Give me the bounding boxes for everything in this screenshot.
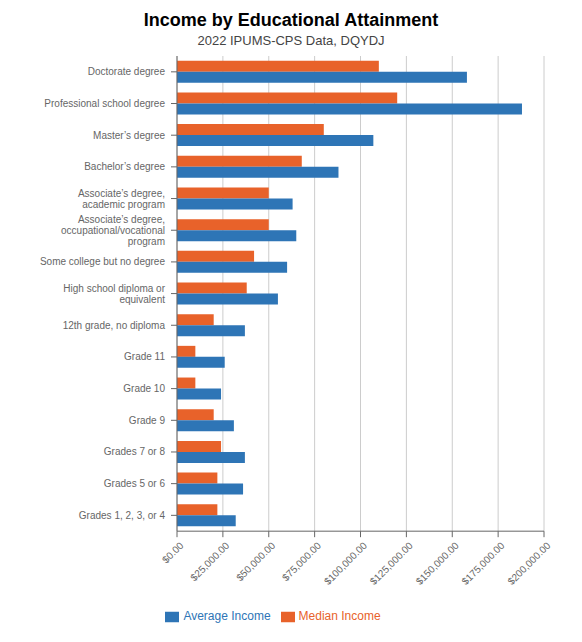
svg-text:Grades 7 or 8: Grades 7 or 8: [104, 446, 166, 457]
svg-text:$25,000.00: $25,000.00: [188, 540, 231, 583]
svg-text:Grades 5 or 6: Grades 5 or 6: [104, 478, 166, 489]
svg-text:Associate’s degree,academic pr: Associate’s degree,academic program: [78, 188, 165, 210]
svg-text:Grade 9: Grade 9: [129, 415, 166, 426]
svg-text:Master’s degree: Master’s degree: [93, 130, 165, 141]
svg-text:$150,000.00: $150,000.00: [414, 540, 461, 587]
svg-text:Associate’s degree,occupationa: Associate’s degree,occupational/vocation…: [61, 214, 165, 247]
svg-text:Bachelor’s degree: Bachelor’s degree: [84, 161, 165, 172]
svg-text:Grade 10: Grade 10: [123, 383, 165, 394]
svg-text:Doctorate degree: Doctorate degree: [88, 66, 166, 77]
svg-text:$75,000.00: $75,000.00: [280, 540, 323, 583]
svg-text:Professional school degree: Professional school degree: [44, 98, 165, 109]
svg-text:$200,000.00: $200,000.00: [505, 540, 552, 587]
html-text:Average Income: Average Income: [183, 609, 271, 624]
svg-text:$100,000.00: $100,000.00: [322, 540, 369, 587]
svg-text:High school diploma orequivale: High school diploma orequivalent: [63, 283, 165, 305]
svg-text:Grade 11: Grade 11: [124, 351, 165, 362]
html-text:Income by Educational Attainme: Income by Educational Attainment: [143, 10, 439, 30]
svg-text:$125,000.00: $125,000.00: [368, 540, 415, 587]
svg-text:$175,000.00: $175,000.00: [459, 540, 506, 587]
html-text:Median Income: Median Income: [298, 609, 381, 624]
svg-text:12th grade, no diploma: 12th grade, no diploma: [63, 320, 166, 331]
svg-text:Grades 1, 2, 3, or 4: Grades 1, 2, 3, or 4: [79, 510, 166, 521]
svg-text:$0.00: $0.00: [160, 540, 186, 566]
svg-text:Some college but no degree: Some college but no degree: [40, 256, 166, 267]
html-text:2022 IPUMS-CPS Data, DQYDJ: 2022 IPUMS-CPS Data, DQYDJ: [197, 33, 385, 48]
svg-text:$50,000.00: $50,000.00: [234, 540, 277, 583]
